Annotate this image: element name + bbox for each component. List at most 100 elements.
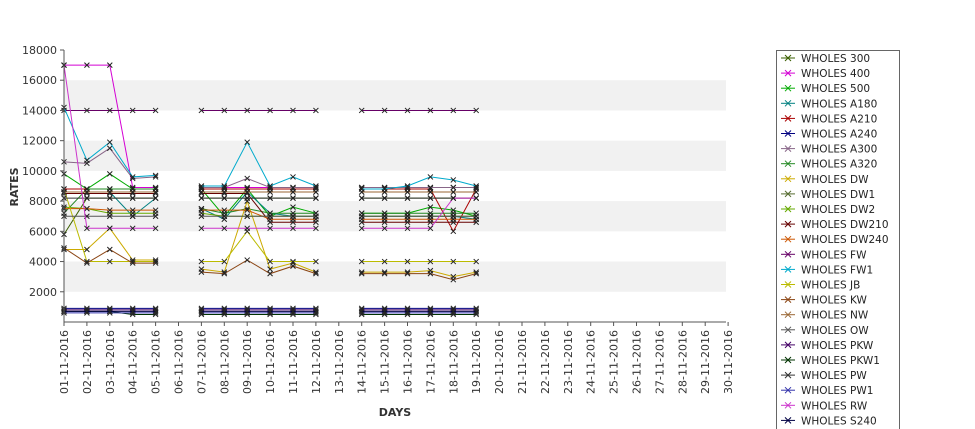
y-tick-label: 18000 xyxy=(22,44,57,57)
legend-item: WHOLES RW xyxy=(781,400,868,412)
data-point xyxy=(129,174,136,180)
data-point xyxy=(473,213,480,220)
legend-label: WHOLES DW1 xyxy=(801,189,875,201)
data-point xyxy=(198,207,205,214)
x-tick-label: 21-11-2016 xyxy=(516,330,529,394)
series-23 xyxy=(61,62,480,232)
x-tick-label: 16-11-2016 xyxy=(402,330,415,394)
data-point xyxy=(267,189,273,195)
data-point xyxy=(290,308,296,315)
legend-swatch-marker xyxy=(784,311,792,319)
x-tick-label: 11-11-2016 xyxy=(287,330,300,394)
x-tick-label: 15-11-2016 xyxy=(379,330,392,394)
data-point xyxy=(404,195,411,201)
x-tick-label: 29-11-2016 xyxy=(699,330,712,394)
legend-swatch-marker xyxy=(784,266,792,273)
data-point xyxy=(198,308,205,315)
y-tick-label: 10000 xyxy=(22,165,57,178)
legend-label: WHOLES S240 xyxy=(801,415,877,427)
data-point xyxy=(244,225,251,232)
x-tick-label: 07-11-2016 xyxy=(195,330,208,394)
legend-swatch-marker xyxy=(784,145,792,152)
legend-label: WHOLES 400 xyxy=(801,68,870,80)
y-tick-label: 12000 xyxy=(22,135,57,148)
data-point xyxy=(267,107,273,114)
data-point xyxy=(404,189,411,195)
legend-label: WHOLES RW xyxy=(801,400,868,412)
data-point xyxy=(198,258,205,265)
data-point xyxy=(427,189,434,195)
data-point xyxy=(84,195,90,201)
series-line xyxy=(201,209,316,220)
x-tick-label: 12-11-2016 xyxy=(310,330,323,394)
legend-item: WHOLES DW1 xyxy=(781,189,875,201)
legend-item: WHOLES PKW xyxy=(781,340,874,352)
x-tick-label: 28-11-2016 xyxy=(676,330,689,394)
series-line xyxy=(201,208,316,214)
legend-label: WHOLES OW xyxy=(801,325,869,337)
data-point xyxy=(381,225,388,232)
data-point xyxy=(84,225,90,232)
legend-label: WHOLES A240 xyxy=(801,129,877,141)
data-point xyxy=(427,308,434,315)
data-point xyxy=(244,175,251,182)
data-point xyxy=(473,270,480,277)
data-point xyxy=(221,207,228,214)
data-point xyxy=(129,207,136,214)
x-tick-label: 03-11-2016 xyxy=(104,330,117,394)
data-point xyxy=(427,107,434,114)
data-point xyxy=(427,174,434,180)
legend-label: WHOLES DW210 xyxy=(801,219,889,231)
data-point xyxy=(358,270,365,277)
data-point xyxy=(404,225,411,232)
data-point xyxy=(267,213,273,220)
data-point xyxy=(267,266,273,272)
data-point xyxy=(152,225,159,232)
data-point xyxy=(221,189,228,195)
data-point xyxy=(404,107,411,114)
data-point xyxy=(313,213,319,220)
legend-item: WHOLES PKW1 xyxy=(781,355,880,367)
data-point xyxy=(450,276,457,283)
series-line xyxy=(201,199,317,273)
grid-band xyxy=(64,261,726,292)
legend-item: WHOLES 400 xyxy=(781,68,870,80)
data-point xyxy=(84,189,90,195)
data-point xyxy=(244,139,251,146)
x-tick-label: 06-11-2016 xyxy=(173,330,186,394)
legend-swatch-marker xyxy=(784,250,792,258)
data-point xyxy=(358,225,365,232)
data-point xyxy=(221,195,228,201)
series-line xyxy=(201,230,316,263)
data-point xyxy=(450,258,457,265)
data-point xyxy=(290,263,296,269)
legend-swatch-marker xyxy=(784,281,792,288)
series-18 xyxy=(61,213,480,220)
series-21 xyxy=(61,195,480,201)
series-15 xyxy=(61,186,480,265)
data-point xyxy=(313,189,319,195)
data-point xyxy=(129,260,136,266)
data-point xyxy=(450,107,457,114)
legend-swatch-marker xyxy=(784,84,792,92)
data-point xyxy=(198,269,205,275)
series-line xyxy=(201,141,317,187)
x-tick-label: 08-11-2016 xyxy=(218,330,231,394)
data-point xyxy=(450,228,457,235)
data-point xyxy=(129,107,136,114)
data-point xyxy=(244,107,251,114)
data-point xyxy=(290,225,296,232)
data-point xyxy=(404,183,411,189)
data-point xyxy=(358,189,365,195)
x-tick-label: 20-11-2016 xyxy=(493,330,506,394)
data-point xyxy=(198,183,205,189)
data-point xyxy=(473,195,480,201)
data-point xyxy=(198,225,205,232)
x-tick-label: 30-11-2016 xyxy=(722,330,735,394)
legend-item: WHOLES OW xyxy=(781,325,869,337)
data-point xyxy=(152,207,159,214)
x-tick-label: 09-11-2016 xyxy=(241,330,254,394)
legend-item: WHOLES JB xyxy=(781,280,860,292)
data-point xyxy=(129,308,136,315)
data-point xyxy=(381,308,388,315)
